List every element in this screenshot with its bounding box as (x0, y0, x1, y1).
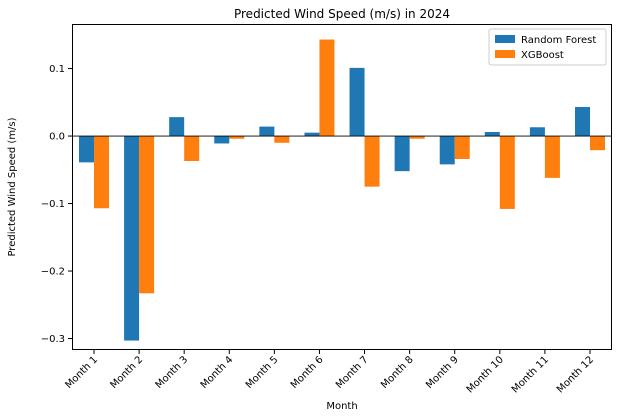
bar-xgboost-6 (319, 39, 335, 137)
x-tick-label: Month 11 (510, 354, 551, 395)
y-tick-label: −0.3 (41, 334, 65, 345)
y-tick-label: 0.1 (49, 64, 65, 75)
y-tick-label: −0.2 (41, 267, 65, 278)
bar-xgboost-1 (94, 136, 109, 209)
legend: Random Forest XGBoost (488, 28, 607, 66)
bar-random-forest-10 (484, 131, 500, 137)
y-axis-label: Predicted Wind Speed (m/s) (7, 117, 18, 256)
bar-xgboost-10 (499, 136, 515, 209)
bar-random-forest-1 (79, 136, 94, 163)
x-tick-label: Month 8 (379, 354, 416, 391)
bar-xgboost-2 (139, 136, 155, 294)
x-tick-label: Month 5 (244, 354, 281, 391)
x-axis: Month 1 Month 2 Month 3 Month 4 Month 5 Month… (63, 350, 596, 396)
x-tick-label: Month 4 (199, 354, 236, 391)
bar-xgboost-7 (364, 136, 380, 187)
y-axis: −0.3 −0.2 −0.1 0.0 0.1 (41, 64, 72, 345)
bar-xgboost-9 (454, 136, 470, 159)
legend-swatch-xgboost (495, 50, 515, 58)
x-tick-label: Month 12 (555, 354, 596, 395)
bar-random-forest-11 (529, 127, 545, 137)
x-tick-label: Month 2 (109, 354, 146, 391)
legend-swatch-random-forest (495, 35, 515, 43)
bar-random-forest-2 (124, 136, 140, 341)
bar-xgboost-11 (544, 136, 560, 178)
legend-label-random-forest: Random Forest (521, 35, 596, 46)
bars-group (79, 39, 605, 341)
plot-frame (72, 24, 612, 350)
bar-random-forest-5 (259, 126, 275, 137)
y-tick-label: −0.1 (41, 199, 65, 210)
bar-random-forest-8 (394, 136, 410, 172)
x-tick-label: Month 10 (465, 354, 506, 395)
x-tick-label: Month 6 (289, 354, 326, 391)
x-axis-label: Month (326, 401, 357, 412)
legend-box (488, 28, 607, 66)
y-tick-label: 0.0 (49, 132, 65, 143)
bar-xgboost-8 (409, 136, 425, 139)
bar-random-forest-12 (575, 107, 590, 137)
chart-title: Predicted Wind Speed (m/s) in 2024 (234, 7, 450, 21)
bar-xgboost-5 (274, 136, 290, 143)
bar-random-forest-4 (214, 136, 230, 144)
bar-random-forest-7 (349, 67, 365, 137)
x-tick-label: Month 3 (154, 354, 191, 391)
x-tick-label: Month 1 (63, 354, 100, 391)
bar-xgboost-3 (184, 136, 200, 162)
bar-random-forest-6 (304, 132, 320, 137)
bar-random-forest-9 (439, 136, 455, 165)
x-tick-label: Month 7 (334, 354, 371, 391)
x-tick-label: Month 9 (424, 354, 461, 391)
bar-random-forest-3 (169, 117, 185, 137)
legend-label-xgboost: XGBoost (521, 50, 564, 61)
bar-xgboost-4 (229, 136, 245, 139)
bar-xgboost-12 (590, 136, 605, 151)
